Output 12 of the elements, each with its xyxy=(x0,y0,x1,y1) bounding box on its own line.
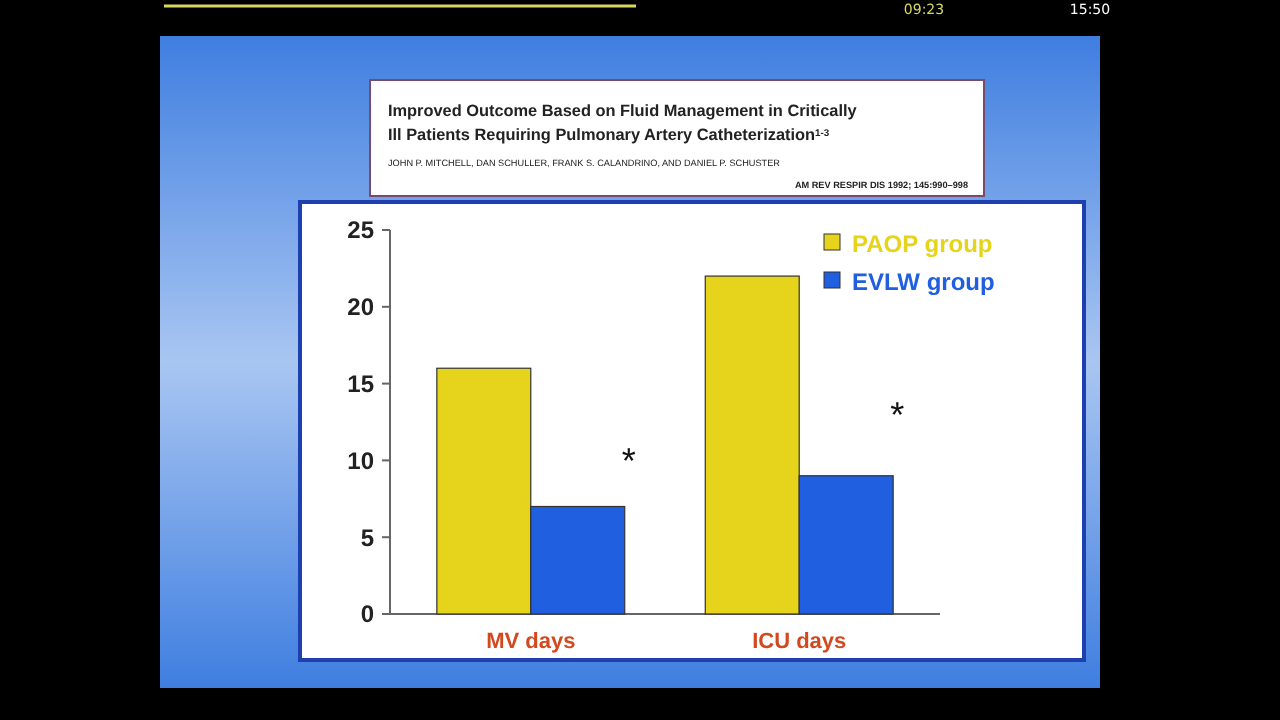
y-tick-label: 10 xyxy=(347,446,375,475)
annotation: * xyxy=(890,394,905,435)
legend-label: EVLW group xyxy=(852,268,995,297)
y-tick-label: 0 xyxy=(360,600,375,629)
legend-label: PAOP group xyxy=(852,230,993,259)
annotation: * xyxy=(621,441,636,481)
y-tick-label: 15 xyxy=(347,370,375,398)
y-tick-label: 25 xyxy=(347,216,375,245)
x-tick-label: MV days xyxy=(486,630,576,654)
x-tick-label: ICU days xyxy=(752,630,847,654)
y-tick-label: 5 xyxy=(360,523,375,552)
y-tick-label: 20 xyxy=(347,293,375,322)
